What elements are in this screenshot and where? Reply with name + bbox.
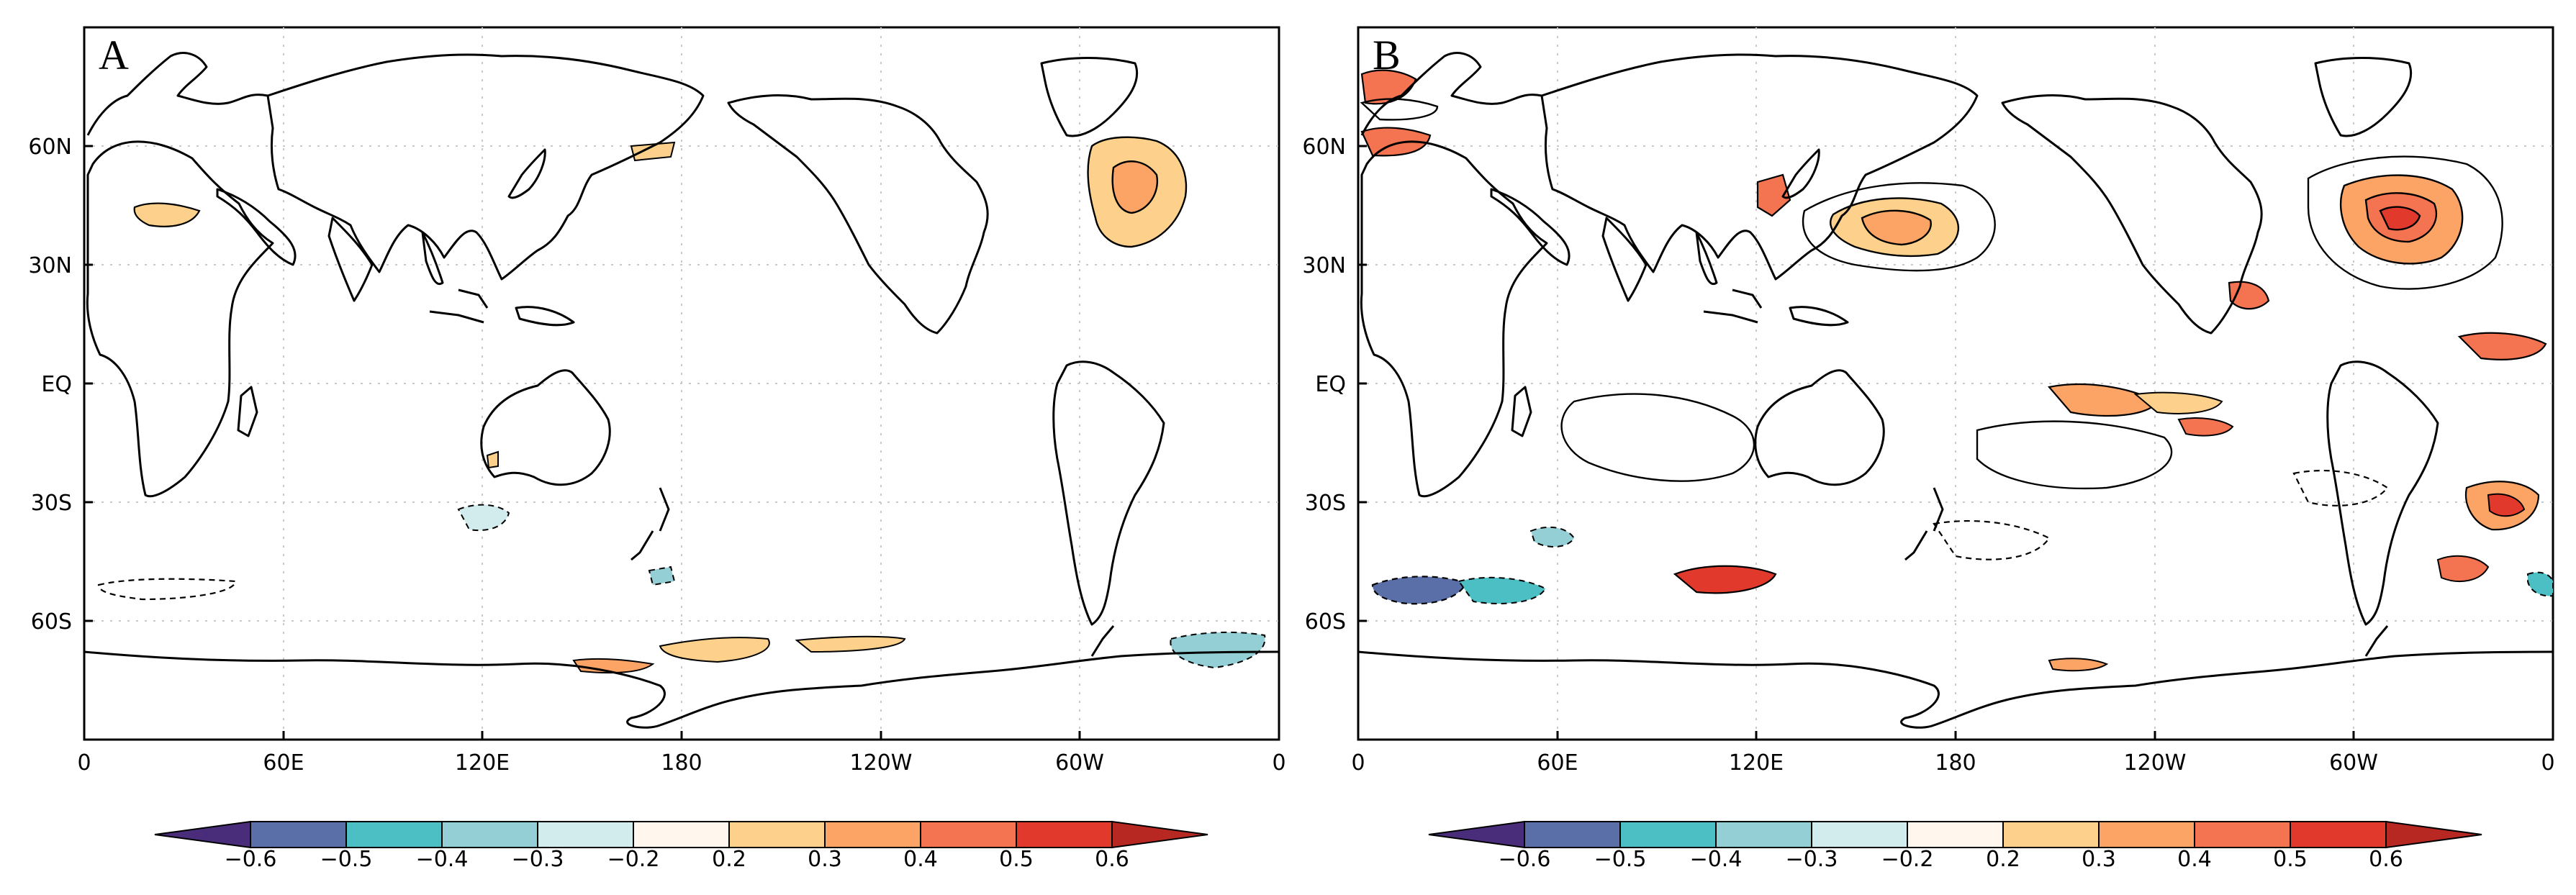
- panel-a-lon-180: 180: [661, 750, 702, 776]
- panel-a-cb-label-neg06: −0.6: [225, 847, 277, 872]
- panel-b-cb-label-03: 0.3: [2082, 847, 2116, 872]
- panel-a-grid: [84, 27, 1279, 740]
- panel-b-grid: [1358, 27, 2553, 740]
- panel-a-lat-30n: 30N: [28, 253, 72, 278]
- panel-b-colorbar-labels: −0.6 −0.5 −0.4 −0.3 −0.2 0.2 0.3 0.4 0.5…: [1499, 847, 2403, 872]
- panel-a-colorbar: −0.6 −0.5 −0.4 −0.3 −0.2 0.2 0.3 0.4 0.5…: [154, 820, 1208, 872]
- panel-a-lon-120w: 120W: [850, 750, 913, 776]
- panel-b-lat-30n: 30N: [1302, 253, 1346, 278]
- panel-a-cb-label-06: 0.6: [1095, 847, 1129, 872]
- panel-b-colorbar-box-1: [1524, 821, 1621, 848]
- panel-b-colorbar-box-8: [2194, 821, 2291, 848]
- panel-a-lon-0: 0: [77, 750, 91, 776]
- panel-b-cb-label-02: 0.2: [1986, 847, 2020, 872]
- panel-b-lon-60e: 60E: [1537, 750, 1578, 776]
- panel-a-colorbar-box-8: [920, 821, 1017, 848]
- panel-b-colorbar-box-5: [1907, 821, 2004, 848]
- panel-b-colorbar-box-2: [1619, 821, 1717, 848]
- panel-b-lon-0-end: 0: [2541, 750, 2554, 776]
- panel-a-lon-ticks: 0 60E 120E 180 120W 60W 0: [77, 731, 1286, 776]
- panel-b-colorbar-boxes: [1428, 820, 2482, 849]
- panel-b-cb-label-neg06: −0.6: [1499, 847, 1551, 872]
- panel-b-lon-180: 180: [1935, 750, 1976, 776]
- panel-b-colorbar: −0.6 −0.5 −0.4 −0.3 −0.2 0.2 0.3 0.4 0.5…: [1428, 820, 2482, 872]
- panel-a-lat-30s: 30S: [31, 491, 72, 516]
- panel-a-lon-0-end: 0: [1272, 750, 1285, 776]
- panel-a-colorbar-box-4: [537, 821, 634, 848]
- panel-a-lat-60s: 60S: [31, 609, 72, 635]
- panel-b-lat-30s: 30S: [1305, 491, 1346, 516]
- panel-a-colorbar-box-5: [633, 821, 730, 848]
- panel-a-colorbar-boxes: [154, 820, 1208, 849]
- panel-a-cb-label-neg03: −0.3: [512, 847, 564, 872]
- panel-a-colorbar-box-1: [250, 821, 347, 848]
- panel-b-cb-label-neg03: −0.3: [1786, 847, 1838, 872]
- panel-a: A: [83, 26, 1280, 741]
- panel-b-lon-120e: 120E: [1729, 750, 1784, 776]
- panel-b-colorbar-box-3: [1715, 821, 1812, 848]
- panel-a-cb-label-neg04: −0.4: [416, 847, 469, 872]
- panel-b-lon-ticks: 0 60E 120E 180 120W 60W 0: [1351, 731, 2555, 776]
- panel-b-lat-60s: 60S: [1305, 609, 1346, 635]
- panel-a-cb-label-neg02: −0.2: [607, 847, 660, 872]
- panel-a-colorbar-box-9: [1016, 821, 1113, 848]
- panel-a-lon-60e: 60E: [263, 750, 304, 776]
- panel-b-colorbar-box-4: [1811, 821, 1908, 848]
- panel-a-cb-label-05: 0.5: [999, 847, 1034, 872]
- panel-b-colorbar-lower-extend: [1428, 820, 1525, 849]
- panel-a-cb-label-03: 0.3: [808, 847, 842, 872]
- panel-b-cb-label-neg05: −0.5: [1594, 847, 1647, 872]
- panel-a-colorbar-lower-extend: [154, 820, 251, 849]
- panel-b-cb-label-04: 0.4: [2177, 847, 2212, 872]
- panel-b-colorbar-box-7: [2098, 821, 2195, 848]
- panel-b-lon-0: 0: [1351, 750, 1365, 776]
- panel-b-colorbar-box-9: [2290, 821, 2387, 848]
- panel-b-lon-120w: 120W: [2124, 750, 2187, 776]
- panel-b-lat-ticks: 60N 30N EQ 30S 60S: [1302, 135, 1367, 635]
- panel-a-colorbar-labels: −0.6 −0.5 −0.4 −0.3 −0.2 0.2 0.3 0.4 0.5…: [225, 847, 1129, 872]
- panel-a-cb-label-02: 0.2: [712, 847, 746, 872]
- panel-a-colorbar-box-6: [728, 821, 826, 848]
- panel-b-lon-60w: 60W: [2329, 750, 2378, 776]
- panel-b-lat-eq: EQ: [1315, 372, 1346, 397]
- panel-b: B: [1357, 26, 2554, 741]
- panel-a-label: A: [99, 32, 129, 78]
- panel-b-cb-label-neg02: −0.2: [1881, 847, 1934, 872]
- panel-a-colorbar-box-2: [345, 821, 443, 848]
- panel-b-colorbar-box-6: [2002, 821, 2100, 848]
- panel-b-lat-60n: 60N: [1302, 135, 1346, 160]
- panel-b-cb-label-neg04: −0.4: [1690, 847, 1743, 872]
- panel-a-lat-60n: 60N: [28, 135, 72, 160]
- panel-a-lon-120e: 120E: [455, 750, 510, 776]
- panel-b-cb-label-06: 0.6: [2369, 847, 2403, 872]
- panel-a-colorbar-box-3: [441, 821, 538, 848]
- panel-a-lat-ticks: 60N 30N EQ 30S 60S: [28, 135, 93, 635]
- panel-a-cb-label-04: 0.4: [903, 847, 938, 872]
- panel-a-lat-eq: EQ: [41, 372, 72, 397]
- panel-a-colorbar-box-7: [824, 821, 921, 848]
- panel-b-label: B: [1373, 32, 1401, 78]
- panel-a-cb-label-neg05: −0.5: [320, 847, 373, 872]
- panel-b-colorbar-upper-extend: [2385, 820, 2482, 849]
- panel-b-cb-label-05: 0.5: [2273, 847, 2308, 872]
- panel-a-colorbar-upper-extend: [1111, 820, 1208, 849]
- panel-a-lon-60w: 60W: [1055, 750, 1104, 776]
